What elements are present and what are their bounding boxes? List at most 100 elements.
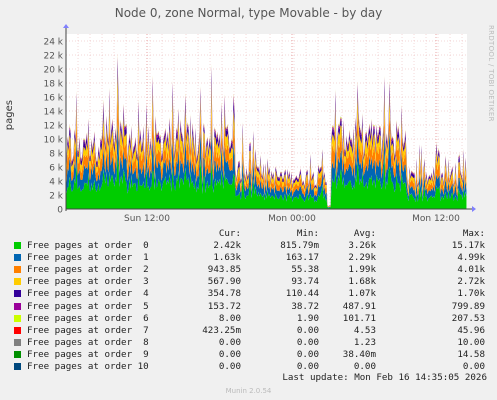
legend-value-min: 38.72 <box>291 300 319 312</box>
y-tick-label: 8 k <box>49 150 64 160</box>
legend-swatch <box>14 242 21 249</box>
legend-column-header: Avg: <box>353 228 376 239</box>
legend-value-cur: 423.25m <box>202 324 241 336</box>
legend-value-min: 0.00 <box>296 348 319 360</box>
legend-value-cur: 567.90 <box>207 276 241 288</box>
legend-value-max: 0.00 <box>462 361 485 372</box>
legend-value-avg: 38.40m <box>342 348 376 360</box>
legend-value-cur: 943.85 <box>207 264 241 276</box>
y-tick-label: 18 k <box>43 80 63 90</box>
y-tick-label: 6 k <box>49 164 64 174</box>
legend-series-name: Free pages at order 5 <box>27 300 149 312</box>
munin-version: Munin 2.0.54 <box>225 387 272 395</box>
legend-row: Free pages at order 0 2.42k 815.79m 3.26k 15… <box>14 240 490 252</box>
legend-value-avg: 0.00 <box>353 361 376 372</box>
x-axis-arrow <box>472 206 476 212</box>
legend-value-avg: 101.71 <box>342 312 376 324</box>
legend-value-max: 1.70k <box>457 288 485 300</box>
y-tick-label: 0 <box>57 206 63 216</box>
y-tick-label: 20 k <box>43 66 63 76</box>
legend-value-avg: 1.07k <box>348 288 376 300</box>
legend-swatch <box>14 363 21 370</box>
legend-series-name: Free pages at order 8 <box>27 336 149 348</box>
legend-value-min: 0.00 <box>296 336 319 348</box>
legend-series-name: Free pages at order 2 <box>27 264 149 276</box>
legend-column-header: Max: <box>462 228 485 239</box>
series-area <box>66 71 467 207</box>
x-tick-label: Sun 12:00 <box>124 214 170 224</box>
legend-row: Free pages at order 5 153.72 38.72 487.91 79… <box>14 301 490 313</box>
legend-value-cur: 1.63k <box>213 252 241 264</box>
legend-value-min: 815.79m <box>280 240 319 251</box>
legend-value-cur: 0.00 <box>218 348 241 360</box>
last-update: Last update: Mon Feb 16 14:35:05 2026 <box>282 372 487 383</box>
legend-series-name: Free pages at order 10 <box>27 361 149 372</box>
legend-series-name: Free pages at order 0 <box>27 240 149 251</box>
legend-row: Free pages at order 2 943.85 55.38 1.99k 4.0… <box>14 264 490 276</box>
x-tick-label: Mon 00:00 <box>268 214 316 224</box>
series-area <box>66 91 467 208</box>
legend-swatch <box>14 350 21 358</box>
legend-series-name: Free pages at order 7 <box>27 324 149 336</box>
stacked-area-chart: 0 2 k 4 k 6 k 8 k 10 k 12 k 14 k 16 k 18 k 20 k 22 … <box>43 24 476 224</box>
legend-row: Free pages at order 7 423.25m 0.00 4.53 45.9… <box>14 325 490 337</box>
legend-row: Free pages at order 10 0.00 0.00 0.00 0.00 <box>14 361 490 373</box>
legend-value-avg: 1.68k <box>348 276 376 288</box>
legend-value-cur: 2.42k <box>213 240 241 251</box>
legend-row: Free pages at order 1 1.63k 163.17 2.29k 4.9… <box>14 252 490 264</box>
legend-value-avg: 2.29k <box>348 252 376 264</box>
y-tick-label: 4 k <box>49 178 64 188</box>
legend-column-header: Cur: <box>218 228 241 239</box>
legend-value-max: 207.53 <box>451 312 485 324</box>
legend-swatch <box>14 326 21 334</box>
legend-value-min: 55.38 <box>291 264 319 276</box>
legend-value-cur: 0.00 <box>218 361 241 372</box>
legend-value-cur: 153.72 <box>207 300 241 312</box>
legend-value-avg: 3.26k <box>348 240 376 251</box>
legend-row: Free pages at order 8 0.00 0.00 1.23 10.00 <box>14 337 490 349</box>
y-tick-label: 24 k <box>43 38 63 48</box>
legend-swatch <box>14 314 21 322</box>
legend-value-max: 2.72k <box>457 276 485 288</box>
legend-value-avg: 1.99k <box>348 264 376 276</box>
legend-value-min: 0.00 <box>296 361 319 372</box>
legend-column-header: Min: <box>296 228 319 239</box>
legend-value-min: 1.90 <box>296 312 319 324</box>
legend-swatch <box>14 278 21 286</box>
legend-series-name: Free pages at order 9 <box>27 348 149 360</box>
legend-swatch <box>14 254 21 262</box>
legend-series-name: Free pages at order 4 <box>27 288 149 300</box>
legend-row: Free pages at order 3 567.90 93.74 1.68k 2.7… <box>14 276 490 288</box>
y-tick-label: 22 k <box>43 52 63 62</box>
legend-series-name: Free pages at order 3 <box>27 276 149 288</box>
x-tick-label: Mon 12:00 <box>412 214 460 224</box>
legend-value-max: 4.01k <box>457 264 485 276</box>
legend-swatch <box>14 266 21 274</box>
legend-value-max: 799.89 <box>451 300 485 312</box>
legend-value-cur: 0.00 <box>218 336 241 348</box>
legend-value-avg: 1.23 <box>353 336 376 348</box>
legend-value-max: 4.99k <box>457 252 485 264</box>
series-area <box>66 121 467 209</box>
y-tick-label: 12 k <box>43 122 63 132</box>
legend-value-max: 45.96 <box>457 324 485 336</box>
y-tick-label: 14 k <box>43 108 63 118</box>
y-tick-label: 2 k <box>49 192 64 202</box>
legend-series-name: Free pages at order 6 <box>27 312 149 324</box>
legend-swatch <box>14 290 21 298</box>
legend-series-name: Free pages at order 1 <box>27 252 149 264</box>
legend-value-min: 0.00 <box>296 324 319 336</box>
legend-swatch <box>14 302 21 310</box>
chart-title: Node 0, zone Normal, type Movable - by d… <box>114 6 383 20</box>
legend-swatch <box>14 338 21 346</box>
legend-value-avg: 4.53 <box>353 324 376 336</box>
legend-value-min: 110.44 <box>285 288 319 300</box>
legend-value-max: 10.00 <box>457 336 485 348</box>
y-tick-label: 10 k <box>43 136 63 146</box>
legend-value-avg: 487.91 <box>342 300 376 312</box>
legend-row: Free pages at order 6 8.00 1.90 101.71 207.5… <box>14 313 490 325</box>
y-axis-arrow <box>63 24 69 28</box>
legend-row: Free pages at order 4 354.78 110.44 1.07k 1.… <box>14 288 490 300</box>
series-area <box>66 153 467 209</box>
legend-value-cur: 8.00 <box>218 312 241 324</box>
